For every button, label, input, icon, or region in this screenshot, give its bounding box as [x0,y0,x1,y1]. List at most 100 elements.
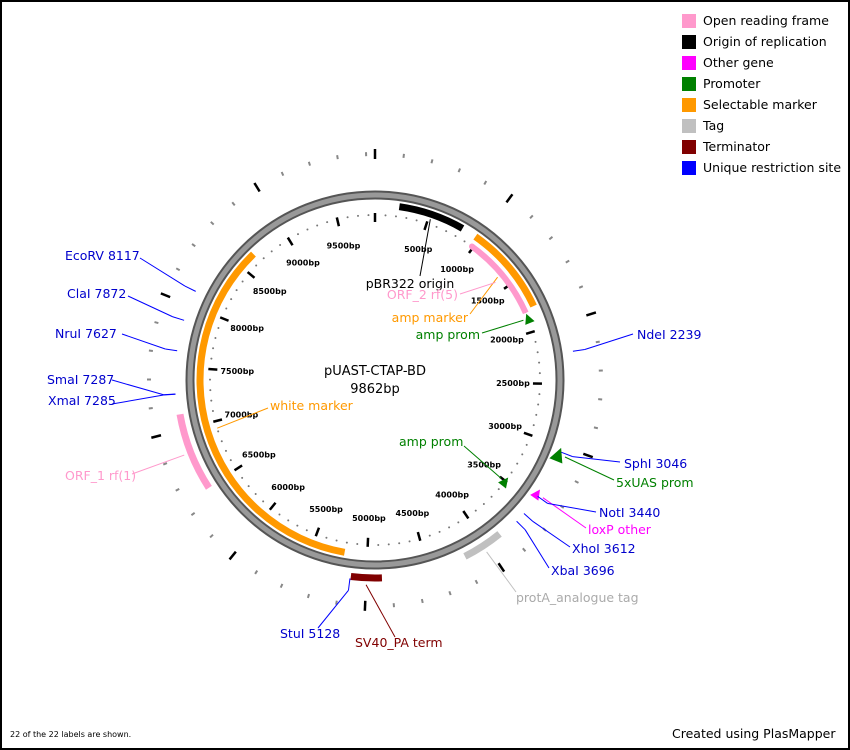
scale-dot [367,214,370,217]
outer-scale-dot [306,593,311,599]
scale-dot [212,347,215,350]
outer-scale-dot [335,600,338,605]
outer-scale-dot [190,512,196,517]
restriction-site-mark [572,349,585,352]
scale-dot [325,536,328,539]
scale-dot [438,530,441,533]
scale-dot [316,224,319,227]
outer-scale-dot [336,155,339,160]
restriction-site-mark [172,316,185,321]
feature-arc [350,573,383,582]
outer-scale-dot [548,236,554,241]
legend-label: Unique restriction site [703,160,842,175]
feature-arc [473,233,537,308]
feature-label: SV40_PA term [355,635,443,650]
outer-scale-dot [307,161,311,166]
legend-swatch [682,139,696,154]
outer-scale-dot [430,159,434,164]
outer-scale-tick [160,292,171,299]
outer-scale-dot [420,598,424,604]
legend-item: Promoter [682,73,841,94]
restriction-site-label: StuI 5128 [280,626,340,641]
scale-label: 8500bp [253,287,287,296]
scale-dot [435,225,438,228]
scale-dot [306,228,309,231]
outer-scale-dot [565,259,570,264]
scale-dot [287,519,290,522]
scale-dot [537,403,540,406]
scale-tick [286,236,294,246]
outer-scale-tick [585,311,597,317]
scale-dot [335,539,338,542]
site-leader-line [572,456,621,463]
scale-dot [209,378,212,381]
outer-scale-dot [593,426,599,430]
scale-label: 500bp [404,245,432,254]
outer-scale-dot [483,180,488,185]
scale-dot [408,540,411,543]
restriction-site-label: XmaI 7285 [48,393,116,408]
scale-label: 4000bp [435,490,469,499]
scale-label: 2500bp [496,379,530,388]
site-leader-line [127,295,173,318]
scale-label: 7000bp [225,410,259,419]
restriction-site-label: ClaI 7872 [67,286,126,301]
scale-dot [356,543,359,546]
scale-tick [525,329,536,336]
site-leader-line [317,590,349,629]
scale-dot [296,524,299,527]
scale-label: 2000bp [490,336,524,345]
scale-dot [405,217,408,220]
scale-dot [217,326,220,329]
outer-scale-dot [457,168,461,173]
feature-leader-line [463,445,502,479]
feature-label: amp prom [399,434,463,449]
feature-label: white marker [270,398,354,413]
scale-label: 8000bp [230,324,264,333]
scale-dot [384,214,387,217]
legend-label: Origin of replication [703,34,827,49]
outer-scale-dot [191,243,196,248]
credit-text: Created using PlasMapper [672,726,836,741]
feature-leader-line [217,407,269,429]
scale-label: 5500bp [309,505,343,514]
feature-arrow [549,447,563,464]
scale-dot [521,453,524,456]
scale-dot [254,492,257,495]
plasmid-length: 9862bp [350,382,400,397]
outer-scale-dot [210,221,215,226]
scale-dot [538,393,541,396]
scale-tick [335,217,341,227]
scale-tick [423,221,429,231]
scale-dot [262,500,265,503]
legend-label: Other gene [703,55,774,70]
scale-dot [525,443,528,446]
scale-dot [241,280,244,283]
legend-label: Promoter [703,76,761,91]
restriction-site-label: XbaI 3696 [551,563,615,578]
restriction-site-mark [537,495,548,504]
restriction-site-mark [561,451,573,458]
scale-tick [233,464,243,472]
legend-item: Tag [682,115,841,136]
scale-dot [305,529,308,532]
feature-arc [196,251,346,556]
scale-dot [279,244,282,247]
feature-arrow [530,489,541,501]
feature-arrowhead [468,243,475,250]
legend-item: Origin of replication [682,31,841,52]
feature-label: amp prom [416,327,480,342]
feature-arc [176,413,212,490]
outer-scale-dot [254,570,259,575]
scale-tick [314,527,321,537]
scale-tick [523,431,533,437]
scale-dot [454,234,457,237]
scale-dot [214,337,217,340]
outer-scale-dot [522,547,527,552]
scale-tick [212,418,223,423]
feature-arrow [498,477,509,489]
restriction-site-label: NruI 7627 [55,326,117,341]
legend-swatch [682,13,696,28]
restriction-site-label: SmaI 7287 [47,372,114,387]
